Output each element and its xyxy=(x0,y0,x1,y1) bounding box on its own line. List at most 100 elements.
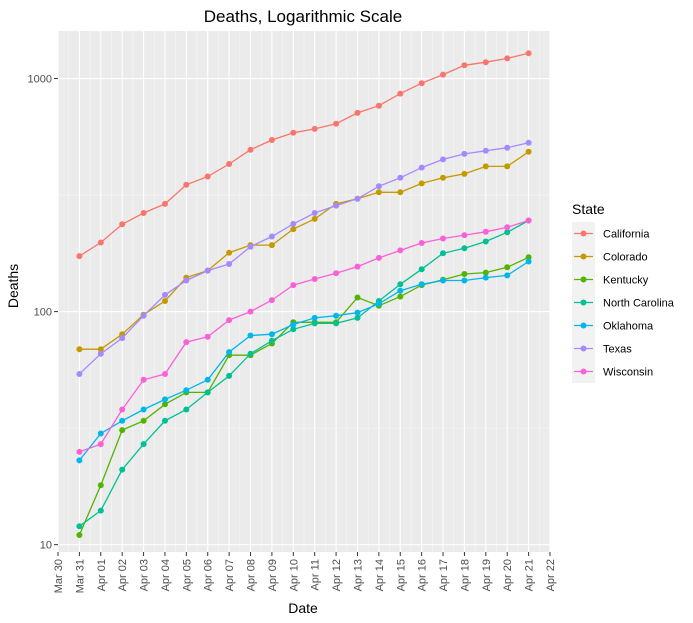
legend-label-kentucky: Kentucky xyxy=(603,275,649,287)
data-point-california xyxy=(162,200,168,207)
series-oklahoma xyxy=(76,258,532,464)
data-point-texas xyxy=(311,210,318,216)
legend-key-point xyxy=(580,230,587,237)
legend-key-point xyxy=(580,368,587,375)
data-point-oklahoma xyxy=(311,314,318,321)
data-point-wisconsin xyxy=(461,232,468,239)
data-point-texas xyxy=(290,220,297,227)
legend-label-wisconsin: Wisconsin xyxy=(603,367,653,379)
x-tick-label: Apr 20 xyxy=(502,559,514,591)
legend-item-oklahoma: Oklahoma xyxy=(572,314,654,337)
legend-item-wisconsin: Wisconsin xyxy=(572,360,653,383)
data-point-colorado xyxy=(418,180,425,187)
data-point-wisconsin xyxy=(440,235,446,242)
data-point-wisconsin xyxy=(504,224,511,231)
legend-label-california: California xyxy=(603,229,650,241)
x-tick-label: Apr 11 xyxy=(310,559,322,591)
x-tick-label: Apr 05 xyxy=(181,559,193,591)
data-point-kentucky xyxy=(162,401,168,408)
data-point-texas xyxy=(354,195,361,202)
x-axis: Mar 30 Mar 31 Apr 01 Apr 02 Apr 03 Apr 04 Apr … xyxy=(53,552,557,593)
data-point-kentucky xyxy=(461,271,468,277)
data-point-wisconsin xyxy=(375,254,382,261)
data-point-wisconsin xyxy=(525,217,532,224)
data-point-north-carolina xyxy=(504,229,511,236)
data-point-wisconsin xyxy=(418,240,425,246)
series-line-oklahoma xyxy=(78,260,529,461)
y-axis-title: Deaths xyxy=(5,264,21,308)
data-point-california xyxy=(418,80,425,87)
data-point-texas xyxy=(140,312,147,319)
data-point-wisconsin xyxy=(140,376,147,383)
legend-title: State xyxy=(572,201,605,217)
data-point-north-carolina xyxy=(461,245,468,252)
data-point-oklahoma xyxy=(204,376,211,383)
data-point-colorado xyxy=(97,346,104,353)
x-tick-label: Apr 01 xyxy=(96,559,108,591)
minor-gridlines xyxy=(58,31,550,552)
data-point-california xyxy=(375,102,382,109)
data-point-north-carolina xyxy=(204,389,211,396)
x-tick-label: Apr 07 xyxy=(224,559,236,591)
data-point-colorado xyxy=(482,163,489,170)
x-tick-label: Mar 31 xyxy=(74,559,86,593)
x-tick-label: Apr 19 xyxy=(481,559,493,591)
data-point-oklahoma xyxy=(247,332,254,339)
data-point-texas xyxy=(482,147,489,154)
data-point-colorado xyxy=(290,226,297,233)
data-point-california xyxy=(268,137,275,143)
data-point-california xyxy=(461,62,468,69)
data-point-oklahoma xyxy=(290,321,297,328)
x-tick-label: Apr 03 xyxy=(139,559,151,591)
data-point-california xyxy=(204,173,211,180)
data-point-north-carolina xyxy=(183,406,190,413)
data-point-colorado xyxy=(440,174,446,181)
data-point-california xyxy=(482,59,489,66)
data-point-texas xyxy=(375,183,382,190)
data-point-oklahoma xyxy=(354,309,361,316)
data-point-kentucky xyxy=(504,264,511,271)
data-point-california xyxy=(119,221,126,228)
legend-items: California Colorado Kentucky North Carolina… xyxy=(572,222,675,383)
data-point-wisconsin xyxy=(311,276,318,282)
data-point-wisconsin xyxy=(247,308,254,315)
data-point-oklahoma xyxy=(76,457,83,464)
data-point-california xyxy=(354,109,361,116)
data-point-wisconsin xyxy=(204,333,211,340)
series-line-california xyxy=(79,52,529,257)
legend-key-point xyxy=(580,253,587,260)
series-line-wisconsin xyxy=(79,219,529,453)
data-point-california xyxy=(311,125,318,132)
data-point-texas xyxy=(333,202,340,209)
x-tick-label: Apr 12 xyxy=(331,559,343,591)
legend-key-point xyxy=(580,322,587,329)
data-point-north-carolina xyxy=(268,337,275,344)
legend-item-texas: Texas xyxy=(572,337,632,360)
legend-item-kentucky: Kentucky xyxy=(572,268,649,291)
x-tick-label: Apr 06 xyxy=(203,559,215,591)
data-point-north-carolina xyxy=(140,441,147,448)
y-axis: 10 100 1000 xyxy=(28,74,58,552)
data-point-oklahoma xyxy=(525,258,532,265)
legend-label-north-carolina: North Carolina xyxy=(603,298,675,310)
y-tick-label: 10 xyxy=(40,540,52,552)
data-point-texas xyxy=(97,350,104,357)
data-point-north-carolina xyxy=(311,320,318,327)
chart-title: Deaths, Logarithmic Scale xyxy=(204,7,402,26)
x-tick-label: Apr 17 xyxy=(438,559,450,591)
data-point-california xyxy=(247,146,254,153)
x-tick-label: Apr 16 xyxy=(417,559,429,591)
x-tick-label: Apr 18 xyxy=(459,559,471,591)
data-point-california xyxy=(397,90,404,97)
data-point-kentucky xyxy=(354,294,361,301)
x-tick-label: Apr 10 xyxy=(288,559,300,591)
data-point-north-carolina xyxy=(162,417,168,424)
data-point-california xyxy=(140,210,147,216)
y-tick-label: 100 xyxy=(34,307,52,319)
x-tick-label: Apr 08 xyxy=(246,559,258,591)
data-point-california xyxy=(97,239,104,246)
data-point-kentucky xyxy=(397,293,404,300)
data-point-colorado xyxy=(162,298,168,304)
data-point-colorado xyxy=(375,189,382,196)
